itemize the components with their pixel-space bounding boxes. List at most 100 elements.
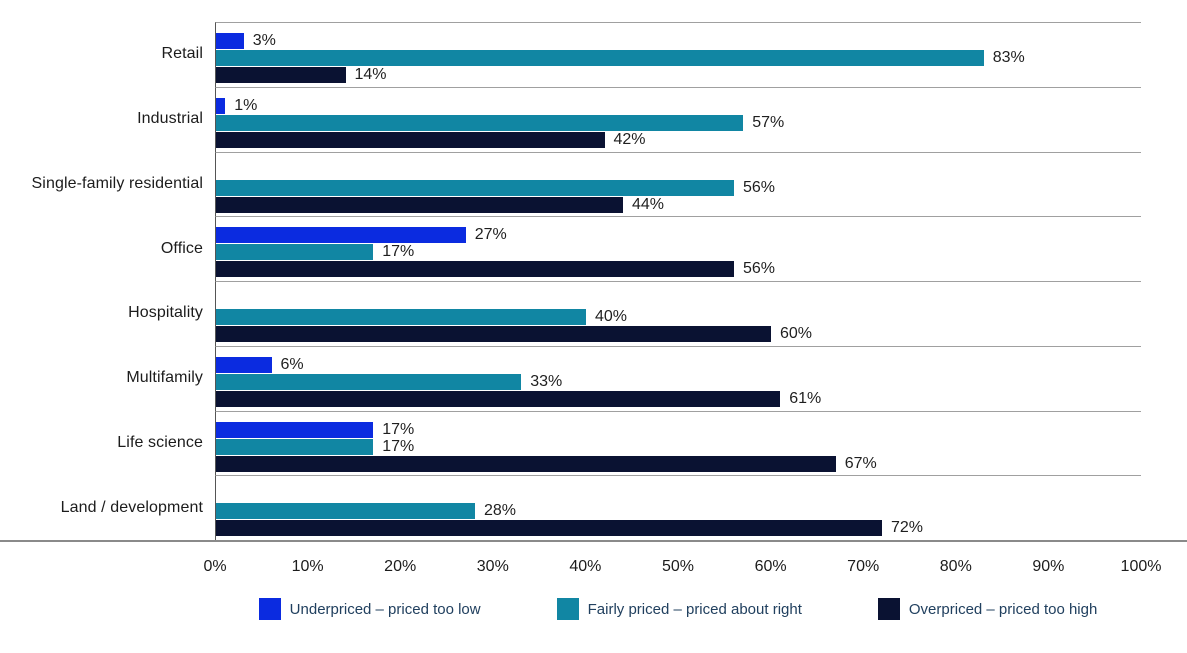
bar: [216, 114, 744, 131]
chart-row: Retail 3% 83% 14%: [0, 22, 1187, 87]
bar-value-label: 33%: [530, 372, 563, 390]
x-axis: 0% 10% 20% 30% 40% 50% 60% 70% 80% 90% 100%: [203, 542, 1161, 586]
legend-item: Underpriced – priced too low: [258, 598, 481, 620]
x-axis-spacer: [0, 542, 215, 586]
bar-slot: 61%: [216, 389, 1141, 407]
x-tick-label: 0%: [203, 558, 227, 575]
bar-slot: 42%: [216, 130, 1141, 148]
bar-slot: 72%: [216, 520, 1141, 537]
x-tick-label: 10%: [291, 558, 324, 575]
x-axis-strip: 0% 10% 20% 30% 40% 50% 60% 70% 80% 90% 100%: [0, 542, 1187, 586]
bar-slot: 14%: [216, 67, 1141, 83]
bar-value-label: 56%: [743, 178, 776, 196]
bar-value-label: 28%: [484, 502, 517, 520]
chart-row: Life science 17% 17% 67%: [0, 410, 1187, 476]
chart-row: Multifamily 6% 33% 61%: [0, 345, 1187, 411]
chart-row: Industrial 1% 57% 42%: [0, 86, 1187, 152]
bar: [216, 520, 882, 537]
category-label: Hospitality: [128, 304, 203, 322]
bar: [216, 67, 346, 83]
bar-slot: 27%: [216, 226, 1141, 244]
category-band: 3% 83% 14%: [215, 22, 1141, 87]
category-label: Life science: [117, 433, 203, 451]
category-band: 17% 17% 67%: [215, 410, 1141, 476]
legend-swatch: [556, 598, 579, 620]
bar: [216, 438, 374, 455]
bar-value-label: 17%: [382, 420, 415, 438]
category-band: 6% 33% 61%: [215, 345, 1141, 411]
bar: [216, 50, 984, 66]
bar-slot: 83%: [216, 50, 1141, 66]
bar-value-label: 40%: [595, 308, 628, 325]
bar: [216, 390, 781, 407]
grouped-bar-chart: Retail 3% 83% 14% Industrial 1% 57% 42% Single-f…: [0, 22, 1187, 620]
bar: [216, 309, 586, 325]
bar-slot: 57%: [216, 114, 1141, 131]
bar-slot: [216, 163, 1141, 179]
bar: [216, 356, 272, 373]
bar-slot: 56%: [216, 260, 1141, 278]
x-tick-label: 90%: [1032, 558, 1065, 575]
bar-slot: 33%: [216, 372, 1141, 390]
bar: [216, 503, 475, 520]
category-band: 1% 57% 42%: [215, 86, 1141, 152]
bar-value-label: 67%: [844, 454, 877, 472]
category-label: Office: [160, 239, 203, 257]
bar-slot: 6%: [216, 355, 1141, 373]
category-band: 40% 60%: [215, 281, 1141, 346]
bar: [216, 33, 244, 49]
bar-value-label: 60%: [780, 325, 813, 342]
bar: [216, 179, 734, 196]
legend: Underpriced – priced too low Fairly price…: [215, 598, 1141, 620]
bar-slot: [216, 292, 1141, 308]
x-tick-label: 100%: [1120, 558, 1162, 575]
legend-swatch: [258, 598, 281, 620]
category-label: Industrial: [137, 110, 203, 128]
chart-row: Land / development 28% 72%: [0, 475, 1187, 540]
chart-row: Single-family residential 56% 44%: [0, 151, 1187, 217]
bar-value-label: 1%: [234, 96, 258, 114]
bar-value-label: 44%: [632, 195, 665, 213]
category-label: Land / development: [60, 498, 203, 516]
bar-value-label: 42%: [613, 130, 646, 148]
bar-slot: 60%: [216, 326, 1141, 342]
bar: [216, 261, 734, 278]
bar-slot: 67%: [216, 454, 1141, 472]
bar-value-label: 83%: [992, 49, 1025, 66]
x-tick-label: 60%: [754, 558, 787, 575]
bar-value-label: 61%: [789, 389, 822, 407]
category-label: Single-family residential: [31, 174, 203, 192]
bar: [216, 326, 771, 342]
bar-slot: 40%: [216, 309, 1141, 325]
category-band: 56% 44%: [215, 151, 1141, 217]
x-tick-label: 30%: [476, 558, 509, 575]
bar: [216, 196, 623, 213]
bar-slot: 3%: [216, 33, 1141, 49]
x-tick-label: 70%: [847, 558, 880, 575]
bar-slot: 28%: [216, 502, 1141, 520]
bar: [216, 421, 374, 438]
legend-spacer: [0, 598, 215, 620]
chart-row: Hospitality 40% 60%: [0, 281, 1187, 346]
legend-label: Overpriced – priced too high: [908, 600, 1098, 618]
legend-label: Underpriced – priced too low: [289, 600, 481, 618]
bar-slot: 17%: [216, 244, 1141, 261]
bar-value-label: 56%: [743, 260, 776, 278]
bar-value-label: 14%: [354, 66, 387, 83]
bar-slot: 1%: [216, 96, 1141, 114]
x-tick-label: 80%: [939, 558, 972, 575]
bar: [216, 131, 605, 148]
x-tick-label: 40%: [569, 558, 602, 575]
bar-value-label: 27%: [474, 226, 507, 244]
legend-label: Fairly priced – priced about right: [587, 600, 802, 618]
x-tick-label: 50%: [661, 558, 695, 575]
category-band: 28% 72%: [215, 475, 1141, 540]
bar: [216, 244, 374, 261]
chart-plot-area: Retail 3% 83% 14% Industrial 1% 57% 42% Single-f…: [0, 22, 1187, 542]
bar-slot: 44%: [216, 195, 1141, 213]
legend-item: Fairly priced – priced about right: [556, 598, 802, 620]
legend-swatch: [877, 598, 900, 620]
bar-value-label: 6%: [280, 355, 304, 373]
x-tick-label: 20%: [384, 558, 417, 575]
bar: [216, 227, 466, 244]
